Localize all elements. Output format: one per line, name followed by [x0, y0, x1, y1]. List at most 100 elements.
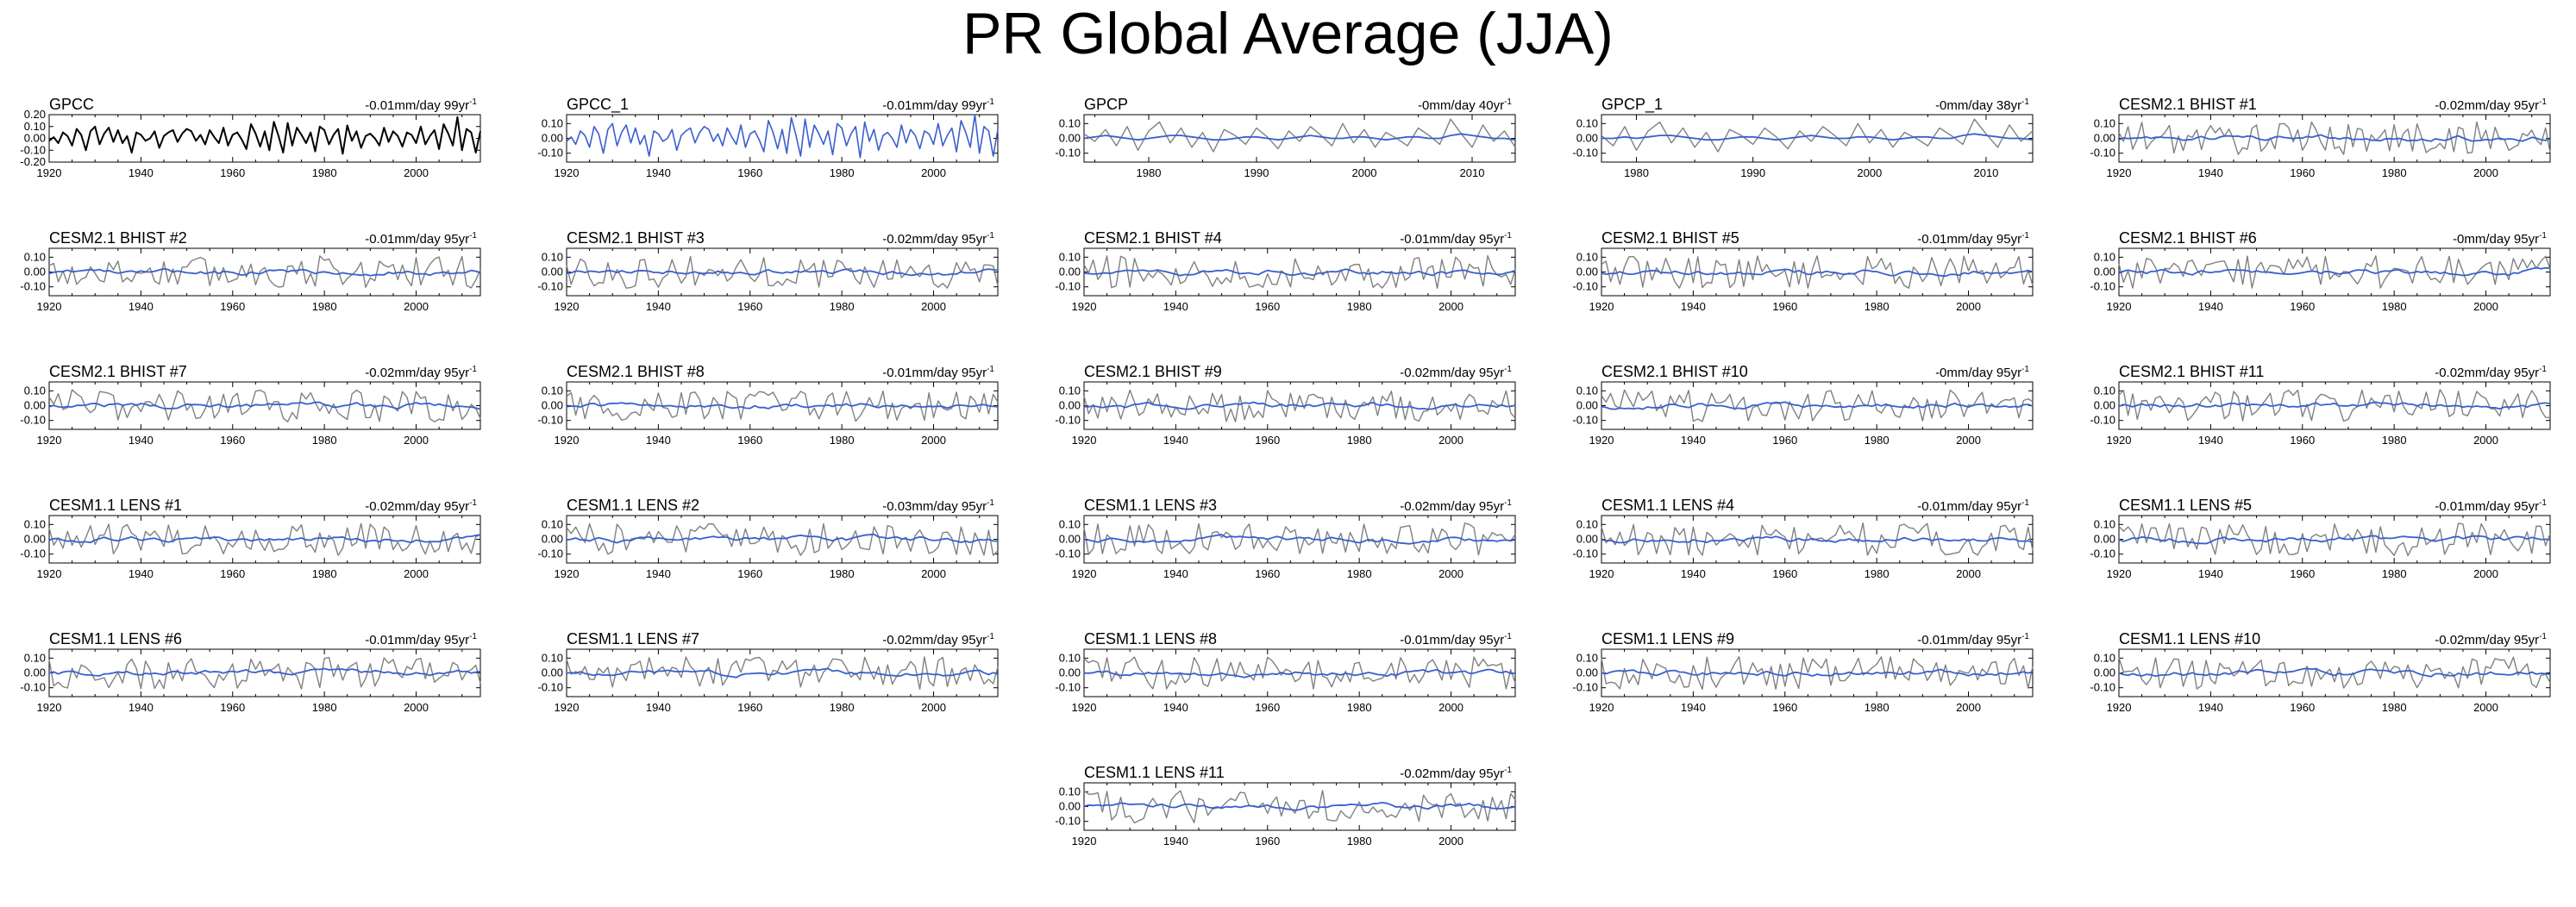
- x-tick-label: 1940: [1681, 701, 1706, 714]
- x-tick-label: 1940: [128, 300, 154, 313]
- series-line-smoothed: [48, 534, 481, 544]
- chart-svg: CESM1.1 LENS #3 -0.02mm/day 95yr-1 0.10 0.0…: [1055, 497, 1516, 580]
- x-tick-label: 1960: [220, 166, 245, 179]
- panel-title: CESM1.1 LENS #2: [567, 497, 699, 514]
- series-line-model: [1083, 656, 1516, 690]
- series-line-smoothed: [1083, 268, 1516, 277]
- chart-svg: GPCP -0mm/day 40yr-1 0.10 0.00 -0.10 1980 1990…: [1055, 96, 1516, 179]
- x-tick-label: 1980: [1865, 701, 1890, 714]
- series-line-smoothed: [2118, 401, 2551, 410]
- y-tick-label: 0.00: [542, 132, 563, 145]
- x-tick-label: 2010: [1460, 166, 1485, 179]
- series-line-smoothed: [2118, 535, 2551, 545]
- chart-svg: CESM1.1 LENS #4 -0.01mm/day 95yr-1 0.10 0.0…: [1572, 497, 2034, 580]
- x-tick-label: 1980: [830, 300, 855, 313]
- y-tick-label: -0.10: [1572, 414, 1598, 427]
- series-line-model: [1083, 522, 1516, 556]
- x-tick-label: 1980: [2382, 701, 2407, 714]
- chart-panel: CESM1.1 LENS #3 -0.02mm/day 95yr-1 0.10 0.0…: [1035, 497, 1518, 610]
- y-tick-label: 0.20: [24, 108, 46, 121]
- x-tick-label: 1940: [1681, 300, 1706, 313]
- series-line-smoothed: [566, 402, 999, 410]
- y-tick-label: 0.00: [1576, 132, 1598, 145]
- panel-trend-exponent: -1: [2539, 97, 2547, 107]
- panel-trend-exponent: -1: [2021, 365, 2029, 374]
- panel-title: CESM2.1 BHIST #7: [49, 363, 187, 380]
- chart-svg: GPCC_1 -0.01mm/day 99yr-1 0.10 0.00 -0.10 192…: [537, 96, 999, 179]
- panel-title: GPCC: [49, 96, 94, 113]
- x-tick-label: 2000: [2473, 567, 2498, 580]
- plot-frame: [48, 114, 481, 163]
- x-tick-label: 1940: [646, 701, 671, 714]
- panel-title: CESM1.1 LENS #11: [1084, 764, 1225, 781]
- panel-trend: -0.02mm/day 95yr-1: [365, 498, 477, 514]
- panel-trend-exponent: -1: [987, 97, 994, 107]
- x-tick-label: 1960: [1772, 567, 1797, 580]
- x-tick-label: 1920: [37, 701, 62, 714]
- panel-trend: -0.01mm/day 95yr-1: [1400, 231, 1512, 247]
- panel-title: CESM2.1 BHIST #1: [2119, 96, 2257, 113]
- x-tick-label: 1940: [128, 434, 154, 447]
- plot-frame: [566, 114, 999, 163]
- y-tick-label: 0.10: [542, 250, 563, 263]
- x-tick-label: 1960: [1255, 300, 1280, 313]
- y-tick-label: -0.10: [1572, 681, 1598, 694]
- x-tick-label: 1920: [2107, 300, 2132, 313]
- x-tick-label: 1980: [1865, 567, 1890, 580]
- panel-title: CESM1.1 LENS #8: [1084, 630, 1217, 647]
- y-tick-label: 0.00: [542, 399, 563, 412]
- panel-trend: -0.03mm/day 95yr-1: [882, 498, 994, 514]
- y-tick-label: 0.10: [1059, 384, 1081, 397]
- x-tick-label: 1920: [1589, 567, 1614, 580]
- series-line-smoothed: [1083, 401, 1516, 410]
- y-tick-label: 0.10: [1576, 651, 1598, 664]
- series-line-smoothed: [48, 267, 481, 277]
- y-tick-label: 0.00: [24, 533, 46, 546]
- x-tick-label: 1920: [1072, 835, 1097, 848]
- y-tick-label: 0.10: [24, 250, 46, 263]
- panel-trend-exponent: -1: [469, 231, 477, 241]
- series-line-smoothed: [1083, 133, 1516, 141]
- panel-trend-exponent: -1: [2539, 231, 2547, 241]
- panel-trend: -0.02mm/day 95yr-1: [2435, 365, 2547, 380]
- y-tick-label: 0.00: [24, 266, 46, 278]
- y-tick-label: 0.00: [24, 399, 46, 412]
- x-tick-label: 2000: [404, 166, 429, 179]
- x-tick-label: 2000: [404, 434, 429, 447]
- panel-trend-exponent: -1: [2021, 97, 2029, 107]
- x-tick-label: 1920: [1589, 701, 1614, 714]
- x-tick-label: 2000: [1438, 567, 1463, 580]
- x-tick-label: 1980: [1865, 300, 1890, 313]
- panel-trend-exponent: -1: [987, 365, 994, 374]
- series-line-model: [1601, 389, 2034, 422]
- chart-svg: CESM2.1 BHIST #7 -0.02mm/day 95yr-1 0.10 0.…: [20, 363, 481, 447]
- y-tick-label: 0.10: [1059, 651, 1081, 664]
- y-tick-label: 0.10: [2094, 250, 2115, 263]
- panel-title: CESM2.1 BHIST #11: [2119, 363, 2264, 380]
- x-tick-label: 2000: [921, 434, 946, 447]
- series-line-model: [1083, 790, 1516, 824]
- y-tick-label: -0.10: [2090, 681, 2115, 694]
- chart-panel: CESM2.1 BHIST #4 -0.01mm/day 95yr-1 0.10 0.…: [1035, 229, 1518, 343]
- panel-title: CESM2.1 BHIST #4: [1084, 229, 1222, 247]
- chart-panel: CESM1.1 LENS #7 -0.02mm/day 95yr-1 0.10 0.0…: [517, 630, 1000, 744]
- panel-title: CESM2.1 BHIST #2: [49, 229, 187, 247]
- y-tick-label: 0.00: [1576, 533, 1598, 546]
- chart-svg: CESM2.1 BHIST #11 -0.02mm/day 95yr-1 0.10 0…: [2090, 363, 2551, 447]
- chart-panel: CESM2.1 BHIST #7 -0.02mm/day 95yr-1 0.10 0.…: [0, 363, 483, 477]
- y-tick-label: -0.10: [537, 414, 563, 427]
- panel-title: CESM2.1 BHIST #10: [1601, 363, 1748, 380]
- y-tick-label: -0.10: [1055, 147, 1081, 160]
- series-line-model: [1601, 522, 2034, 556]
- y-tick-label: 0.10: [2094, 651, 2115, 664]
- chart-svg: CESM2.1 BHIST #9 -0.02mm/day 95yr-1 0.10 0.…: [1055, 363, 1516, 447]
- x-tick-label: 1940: [2198, 434, 2223, 447]
- series-line-smoothed: [2118, 266, 2551, 277]
- y-tick-label: 0.10: [542, 384, 563, 397]
- series-line-smoothed: [1601, 268, 2034, 278]
- chart-svg: CESM1.1 LENS #11 -0.02mm/day 95yr-1 0.10 0.…: [1055, 764, 1516, 848]
- panel-trend: -0.02mm/day 95yr-1: [2435, 632, 2547, 647]
- panel-title: CESM2.1 BHIST #8: [567, 363, 705, 380]
- x-tick-label: 1960: [737, 567, 762, 580]
